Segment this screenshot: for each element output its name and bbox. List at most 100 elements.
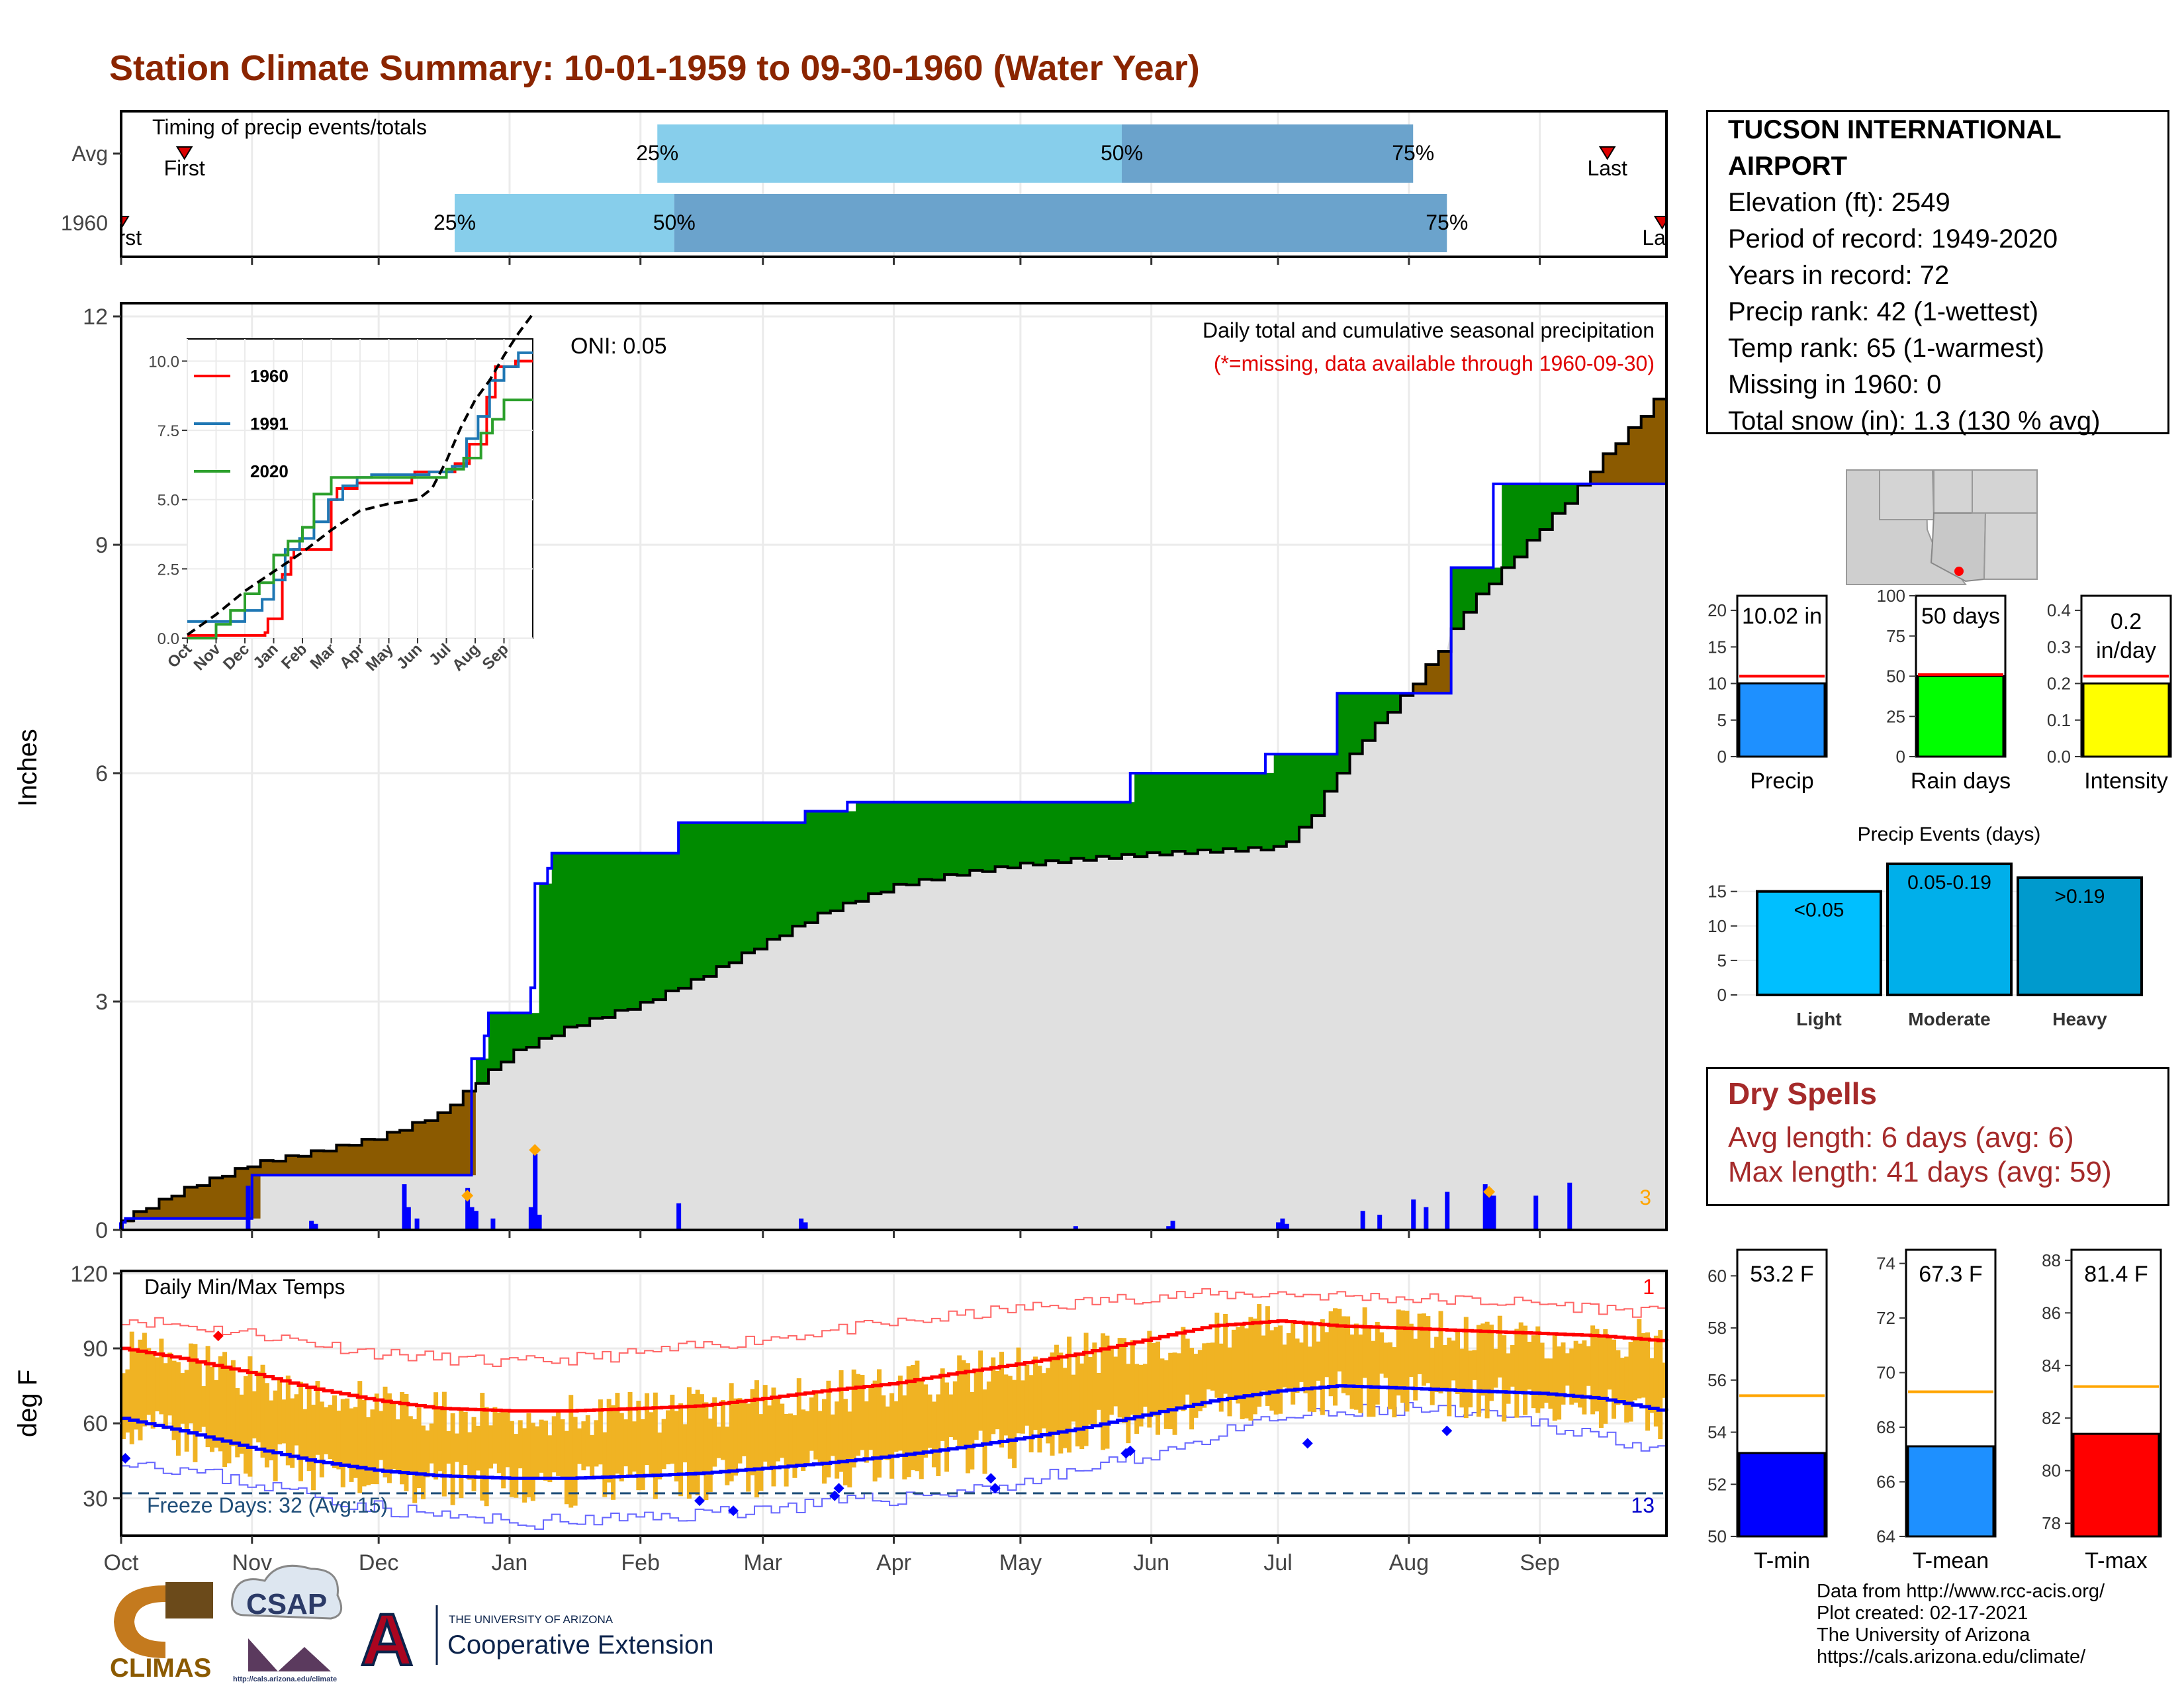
daily-temp-bar — [226, 1367, 232, 1464]
daily-temp-bar — [1181, 1327, 1186, 1411]
daily-temp-bar — [1312, 1323, 1317, 1413]
dry-spells-avg: Avg length: 6 days (avg: 6) — [1728, 1121, 2074, 1154]
daily-temp-bar — [214, 1380, 219, 1448]
summary-bar — [1738, 1452, 1826, 1538]
precip-annotation: Daily total and cumulative seasonal prec… — [1203, 318, 1655, 342]
daily-temp-bar — [1172, 1352, 1177, 1435]
month-label: Aug — [1389, 1550, 1430, 1575]
daily-temp-bar — [201, 1386, 206, 1427]
daily-temp-bar — [218, 1356, 223, 1452]
daily-temp-bar — [915, 1360, 920, 1472]
daily-temp-bar — [1510, 1344, 1515, 1387]
daily-temp-bar — [121, 1373, 126, 1440]
daily-precip-bar — [473, 1211, 478, 1230]
daily-temp-bar — [556, 1409, 561, 1476]
daily-temp-bar — [1628, 1342, 1633, 1422]
station-location-dot — [1954, 567, 1964, 576]
record-precip-marker — [461, 1190, 474, 1202]
daily-temp-bar — [661, 1419, 666, 1470]
timing-pct-label: 25% — [636, 141, 678, 165]
daily-temp-bar — [704, 1402, 709, 1501]
daily-temp-bar — [1067, 1336, 1072, 1453]
precip-y-tick-label: 12 — [83, 305, 108, 330]
daily-temp-bar — [771, 1387, 776, 1487]
climas-mark — [114, 1585, 165, 1658]
precip-events-y-tick-label: 15 — [1707, 882, 1727, 902]
daily-temp-bar — [239, 1394, 244, 1454]
ua-small-text: THE UNIVERSITY OF ARIZONA — [449, 1613, 614, 1626]
summary-category-label: Rain days — [1911, 769, 2011, 794]
daily-temp-bar — [383, 1386, 388, 1477]
record-low-marker — [829, 1490, 841, 1501]
station-line: Years in record: 72 — [1728, 261, 1950, 290]
timing-label: Timing of precip events/totals — [152, 115, 427, 139]
daily-temp-bar — [1202, 1343, 1207, 1408]
daily-temp-bar — [569, 1395, 574, 1508]
inset-y-tick-label: 0.0 — [158, 630, 179, 648]
daily-temp-bar — [1615, 1350, 1621, 1405]
daily-precip-bar — [1445, 1192, 1450, 1230]
daily-temp-bar — [463, 1411, 468, 1466]
inset-legend-label: 2020 — [250, 461, 289, 481]
daily-temp-bar — [1117, 1338, 1122, 1418]
daily-temp-bar — [1578, 1343, 1583, 1408]
month-label: Dec — [359, 1550, 398, 1575]
daily-temp-bar — [129, 1331, 134, 1444]
daily-temp-bar — [822, 1399, 827, 1484]
summary-panel: 78 80 82 84 86 88 81.4 F T-max — [2042, 1248, 2162, 1573]
daily-temp-bar — [1548, 1358, 1553, 1409]
daily-temp-bar — [1497, 1315, 1502, 1378]
summary-value-label: in/day — [2096, 638, 2156, 663]
record-low-marker — [989, 1483, 1001, 1494]
daily-temp-bar — [805, 1411, 810, 1464]
csap-cloud — [231, 1564, 343, 1620]
daily-temp-bar — [1307, 1346, 1312, 1412]
daily-temp-bar — [294, 1394, 299, 1446]
daily-temp-bar — [197, 1362, 202, 1432]
daily-temp-bar — [784, 1413, 789, 1487]
summary-panel: 0 5 10 15 20 10.02 in Precip — [1707, 594, 1828, 794]
summary-bar — [2072, 1432, 2160, 1538]
daily-temp-bar — [514, 1434, 519, 1498]
summary-bar — [1917, 675, 2005, 758]
precip-daily-bars — [119, 1154, 1572, 1230]
daily-temp-bar — [927, 1394, 933, 1448]
daily-temp-bar — [1303, 1323, 1308, 1393]
map-nevada — [1879, 469, 1935, 520]
daily-temp-bar — [539, 1419, 544, 1473]
ua-logo: A THE UNIVERSITY OF ARIZONA Cooperative … — [359, 1598, 713, 1682]
precip-y-tick-label: 0 — [95, 1218, 108, 1243]
daily-temp-bar — [1286, 1333, 1291, 1389]
daily-temp-bar — [872, 1380, 878, 1481]
daily-temp-bar — [792, 1415, 797, 1478]
daily-temp-bar — [400, 1391, 405, 1485]
daily-temp-bar — [1113, 1356, 1118, 1407]
daily-temp-bar — [412, 1419, 418, 1503]
summary-y-tick-label: 0.1 — [2047, 710, 2071, 730]
daily-temp-bar — [712, 1397, 717, 1467]
daily-temp-bar — [653, 1392, 658, 1499]
summary-y-tick-label: 56 — [1707, 1370, 1727, 1390]
daily-temp-bar — [1248, 1317, 1253, 1421]
daily-temp-bar — [1417, 1313, 1422, 1374]
summary-value-label: 50 days — [1921, 604, 2000, 629]
precip-events-y-tick-label: 5 — [1717, 951, 1727, 970]
daily-temp-bar — [324, 1407, 329, 1454]
temp-y-ticks: 30 60 90 120 — [70, 1262, 121, 1511]
daily-temp-bar — [370, 1409, 375, 1485]
station-line: Period of record: 1949-2020 — [1728, 224, 2058, 254]
summary-y-tick-label: 70 — [1876, 1363, 1895, 1383]
daily-temp-bar — [931, 1401, 936, 1468]
temp-record-max-line — [121, 1288, 1667, 1367]
daily-temp-bar — [881, 1395, 886, 1460]
precip-avg-line — [121, 393, 1668, 1223]
daily-precip-bar — [1482, 1184, 1488, 1230]
daily-temp-bar — [496, 1412, 502, 1474]
temp-summary-bars: 50 52 54 56 58 60 53.2 F T-min 64 66 68 70 72 74 67.3 … — [1707, 1248, 2162, 1573]
daily-temp-bar — [1016, 1347, 1021, 1434]
daily-temp-bar — [290, 1398, 295, 1468]
month-label: Jan — [492, 1550, 528, 1575]
precip-events-bar — [2017, 876, 2143, 996]
daily-temp-bar — [716, 1427, 721, 1458]
daily-temp-bar — [1603, 1329, 1608, 1424]
